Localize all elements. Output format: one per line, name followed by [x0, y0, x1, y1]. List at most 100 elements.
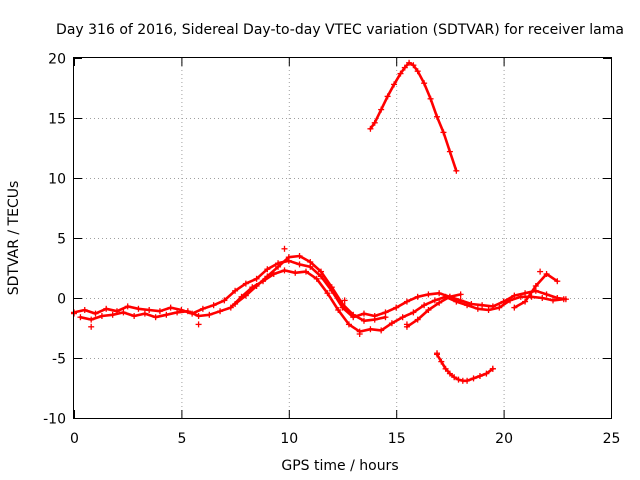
data-point: [292, 269, 299, 276]
data-point: [543, 291, 550, 298]
data-point: [401, 64, 408, 71]
data-point: [120, 309, 127, 316]
data-point: [189, 310, 196, 317]
data-point: [464, 302, 471, 309]
data-point: [318, 268, 325, 275]
data-point: [511, 304, 518, 311]
data-point: [554, 278, 561, 285]
data-point: [124, 303, 131, 310]
data-markers: [71, 59, 569, 384]
series-pass-b: [79, 269, 565, 333]
data-point: [227, 304, 234, 311]
y-tick-label: 10: [48, 172, 66, 188]
data-point: [446, 148, 453, 155]
data-point: [206, 311, 213, 318]
data-point: [455, 376, 462, 383]
data-point: [425, 291, 432, 298]
data-point: [360, 310, 367, 317]
data-point: [479, 302, 486, 309]
data-point: [103, 305, 110, 312]
data-point: [425, 307, 432, 313]
data-point: [532, 283, 539, 289]
data-point: [146, 307, 153, 313]
data-point: [483, 370, 490, 377]
data-point: [367, 326, 374, 333]
data-point: [414, 316, 421, 323]
data-point: [92, 310, 99, 317]
data-point: [457, 297, 464, 304]
data-point: [434, 113, 441, 120]
data-point: [302, 268, 309, 275]
x-tick-label: 10: [280, 431, 298, 447]
data-point: [152, 314, 159, 321]
scatter-point: [489, 365, 496, 372]
data-point: [141, 310, 148, 317]
data-point: [489, 303, 496, 310]
data-point: [470, 375, 477, 382]
y-tick-label: 15: [48, 112, 66, 128]
data-point: [328, 284, 335, 291]
data-point: [296, 261, 303, 268]
x-tick-label: 15: [388, 431, 406, 447]
scatter-point: [434, 350, 441, 357]
data-point: [388, 320, 395, 327]
data-point: [238, 293, 245, 300]
data-point: [522, 290, 529, 297]
data-point: [427, 95, 434, 102]
data-point: [113, 308, 120, 315]
data-point: [382, 314, 389, 321]
scatter-point: [356, 331, 363, 337]
data-point: [393, 304, 400, 311]
data-point: [410, 309, 417, 316]
data-point: [270, 271, 277, 277]
data-point: [345, 321, 352, 328]
data-point: [217, 308, 224, 315]
data-point: [135, 305, 142, 312]
data-point: [178, 307, 185, 313]
data-point: [560, 296, 567, 303]
data-point: [199, 305, 206, 312]
data-point: [163, 311, 170, 318]
data-point: [98, 313, 105, 319]
scatter-point: [341, 297, 348, 304]
data-point: [550, 297, 557, 304]
data-point: [414, 293, 421, 300]
data-point: [446, 293, 453, 300]
data-point: [307, 259, 314, 265]
x-tick-label: 0: [70, 431, 79, 447]
data-point: [367, 125, 374, 132]
data-point: [442, 365, 449, 372]
data-point: [543, 271, 550, 277]
y-tick-label: -10: [43, 412, 66, 428]
scatter-point: [403, 321, 410, 328]
data-point: [195, 313, 202, 319]
y-axis-label: SDTVAR / TECUs: [6, 181, 22, 296]
data-point: [378, 327, 385, 334]
data-point: [156, 308, 163, 315]
series-arc-upper-peak: [369, 61, 458, 173]
data-point: [275, 263, 282, 270]
data-point: [436, 290, 443, 297]
data-point: [554, 295, 561, 301]
data-point: [232, 301, 239, 307]
data-point: [468, 301, 475, 307]
data-point: [378, 106, 385, 113]
scatter-point: [88, 323, 95, 330]
data-point: [339, 301, 346, 307]
y-tick-label: -5: [52, 352, 66, 368]
data-point: [260, 278, 267, 285]
data-point: [167, 304, 174, 311]
data-point: [522, 298, 529, 305]
data-point: [397, 70, 404, 77]
x-tick-label: 25: [603, 431, 621, 447]
y-tick-label: 5: [57, 232, 66, 248]
data-point: [399, 314, 406, 321]
data-point: [384, 93, 391, 100]
data-point: [440, 129, 447, 136]
data-point: [296, 253, 303, 259]
scatter-point: [537, 268, 544, 275]
data-series: [72, 61, 568, 383]
data-point: [391, 81, 398, 88]
data-point: [281, 267, 288, 274]
data-point: [438, 358, 445, 365]
